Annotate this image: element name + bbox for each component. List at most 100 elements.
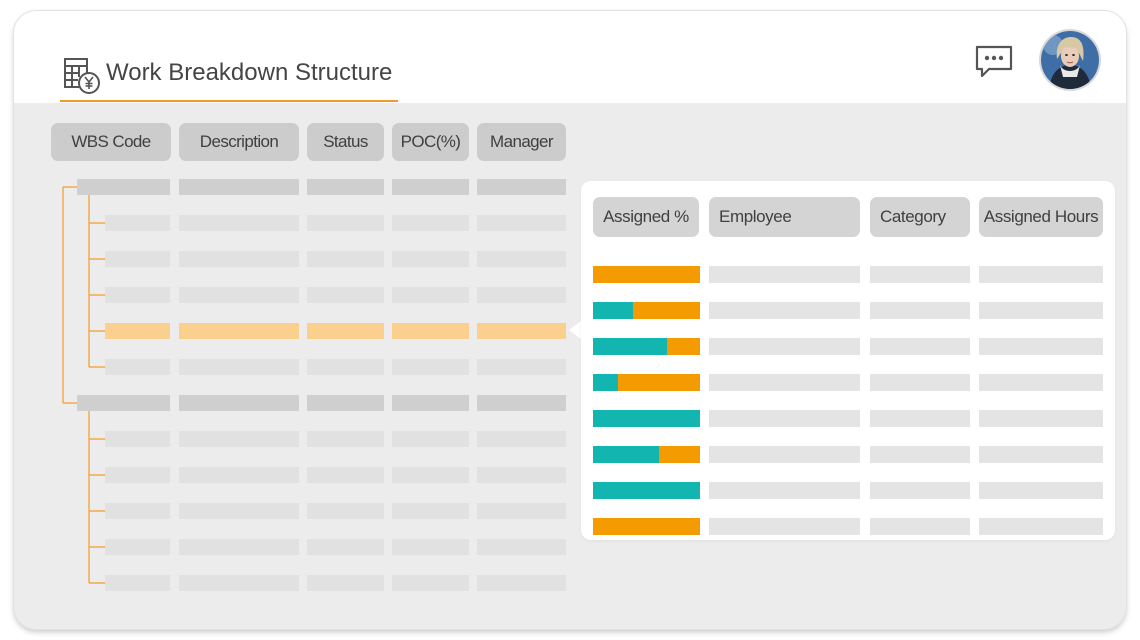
- wbs-row-12-manager[interactable]: [477, 575, 566, 591]
- wbs-row-10-wbs-code[interactable]: [105, 503, 170, 519]
- wbs-row-6-manager[interactable]: [477, 359, 566, 375]
- wbs-row-3-description[interactable]: [179, 251, 299, 267]
- assignment-row-4-category[interactable]: [870, 374, 970, 391]
- wbs-row-1-poc[interactable]: [392, 179, 469, 195]
- assignment-row-5-category[interactable]: [870, 410, 970, 427]
- wbs-row-2-manager[interactable]: [477, 215, 566, 231]
- wbs-row-7-poc[interactable]: [392, 395, 469, 411]
- wbs-row-11-status[interactable]: [307, 539, 384, 555]
- assignment-row-4-assigned-hours[interactable]: [979, 374, 1103, 391]
- wbs-row-9-wbs-code[interactable]: [105, 467, 170, 483]
- wbs-row-11-wbs-code[interactable]: [105, 539, 170, 555]
- assigned-percent-fill: [593, 482, 700, 499]
- wbs-row-12-wbs-code[interactable]: [105, 575, 170, 591]
- wbs-row-6-wbs-code[interactable]: [105, 359, 170, 375]
- assignment-row-2-category[interactable]: [870, 302, 970, 319]
- user-avatar[interactable]: [1041, 31, 1099, 89]
- assignment-row-8-category[interactable]: [870, 518, 970, 535]
- wbs-row-1-status[interactable]: [307, 179, 384, 195]
- assignment-row-6-employee[interactable]: [709, 446, 860, 463]
- assignment-row-1-category[interactable]: [870, 266, 970, 283]
- col-header-employee[interactable]: Employee: [709, 197, 860, 237]
- wbs-row-4-wbs-code[interactable]: [105, 287, 170, 303]
- assignment-row-1-employee[interactable]: [709, 266, 860, 283]
- col-header-manager[interactable]: Manager: [477, 123, 566, 161]
- wbs-row-3-wbs-code[interactable]: [105, 251, 170, 267]
- wbs-row-9-manager[interactable]: [477, 467, 566, 483]
- assignment-row-8-assigned-hours[interactable]: [979, 518, 1103, 535]
- wbs-row-1-wbs-code[interactable]: [77, 179, 170, 195]
- wbs-row-10-description[interactable]: [179, 503, 299, 519]
- assigned-percent-bar: [593, 482, 700, 499]
- col-header-description[interactable]: Description: [179, 123, 299, 161]
- assigned-percent-bar: [593, 446, 700, 463]
- wbs-row-9-status[interactable]: [307, 467, 384, 483]
- wbs-row-4-status[interactable]: [307, 287, 384, 303]
- wbs-row-8-status[interactable]: [307, 431, 384, 447]
- wbs-row-7-wbs-code[interactable]: [77, 395, 170, 411]
- wbs-row-3-status[interactable]: [307, 251, 384, 267]
- assignment-row-3-assigned-hours[interactable]: [979, 338, 1103, 355]
- wbs-row-6-status[interactable]: [307, 359, 384, 375]
- col-header-category[interactable]: Category: [870, 197, 970, 237]
- wbs-row-11-poc[interactable]: [392, 539, 469, 555]
- wbs-row-8-description[interactable]: [179, 431, 299, 447]
- assignment-row-2-employee[interactable]: [709, 302, 860, 319]
- wbs-row-3-poc[interactable]: [392, 251, 469, 267]
- assignment-row-1-assigned-hours[interactable]: [979, 266, 1103, 283]
- col-header-assigned-hours[interactable]: Assigned Hours: [979, 197, 1103, 237]
- wbs-row-6-poc[interactable]: [392, 359, 469, 375]
- wbs-row-9-description[interactable]: [179, 467, 299, 483]
- wbs-row-2-status[interactable]: [307, 215, 384, 231]
- wbs-row-4-manager[interactable]: [477, 287, 566, 303]
- wbs-row-5-description[interactable]: [179, 323, 299, 339]
- assignment-row-6-assigned-hours[interactable]: [979, 446, 1103, 463]
- wbs-row-7-description[interactable]: [179, 395, 299, 411]
- chat-bubble-icon[interactable]: [974, 44, 1014, 80]
- wbs-row-12-status[interactable]: [307, 575, 384, 591]
- assignment-row-8-employee[interactable]: [709, 518, 860, 535]
- wbs-row-8-wbs-code[interactable]: [105, 431, 170, 447]
- assignment-row-7-assigned-hours[interactable]: [979, 482, 1103, 499]
- assignment-row-5-assigned-hours[interactable]: [979, 410, 1103, 427]
- wbs-row-8-poc[interactable]: [392, 431, 469, 447]
- app-window: Work Breakdown Structure WBS Cod: [14, 11, 1126, 629]
- assignment-row-7-category[interactable]: [870, 482, 970, 499]
- wbs-row-9-poc[interactable]: [392, 467, 469, 483]
- wbs-row-1-manager[interactable]: [477, 179, 566, 195]
- wbs-row-2-poc[interactable]: [392, 215, 469, 231]
- wbs-row-10-status[interactable]: [307, 503, 384, 519]
- wbs-row-4-poc[interactable]: [392, 287, 469, 303]
- assignment-row-3-category[interactable]: [870, 338, 970, 355]
- wbs-row-5-status[interactable]: [307, 323, 384, 339]
- assignment-row-3-employee[interactable]: [709, 338, 860, 355]
- assignment-row-6-category[interactable]: [870, 446, 970, 463]
- assignment-row-7-employee[interactable]: [709, 482, 860, 499]
- assigned-percent-fill: [593, 374, 618, 391]
- wbs-row-11-manager[interactable]: [477, 539, 566, 555]
- wbs-row-10-manager[interactable]: [477, 503, 566, 519]
- wbs-row-6-description[interactable]: [179, 359, 299, 375]
- wbs-row-12-poc[interactable]: [392, 575, 469, 591]
- wbs-row-10-poc[interactable]: [392, 503, 469, 519]
- assignment-row-5-employee[interactable]: [709, 410, 860, 427]
- wbs-row-2-wbs-code[interactable]: [105, 215, 170, 231]
- wbs-row-12-description[interactable]: [179, 575, 299, 591]
- wbs-row-7-manager[interactable]: [477, 395, 566, 411]
- wbs-row-5-poc[interactable]: [392, 323, 469, 339]
- col-header-poc[interactable]: POC(%): [392, 123, 469, 161]
- wbs-row-11-description[interactable]: [179, 539, 299, 555]
- wbs-row-4-description[interactable]: [179, 287, 299, 303]
- wbs-row-1-description[interactable]: [179, 179, 299, 195]
- wbs-row-7-status[interactable]: [307, 395, 384, 411]
- wbs-row-3-manager[interactable]: [477, 251, 566, 267]
- assignment-row-2-assigned-hours[interactable]: [979, 302, 1103, 319]
- wbs-row-5-manager[interactable]: [477, 323, 566, 339]
- wbs-row-2-description[interactable]: [179, 215, 299, 231]
- col-header-assigned-percent[interactable]: Assigned %: [593, 197, 699, 237]
- wbs-row-8-manager[interactable]: [477, 431, 566, 447]
- col-header-status[interactable]: Status: [307, 123, 384, 161]
- col-header-wbs-code[interactable]: WBS Code: [51, 123, 171, 161]
- assignment-row-4-employee[interactable]: [709, 374, 860, 391]
- wbs-row-5-wbs-code[interactable]: [105, 323, 170, 339]
